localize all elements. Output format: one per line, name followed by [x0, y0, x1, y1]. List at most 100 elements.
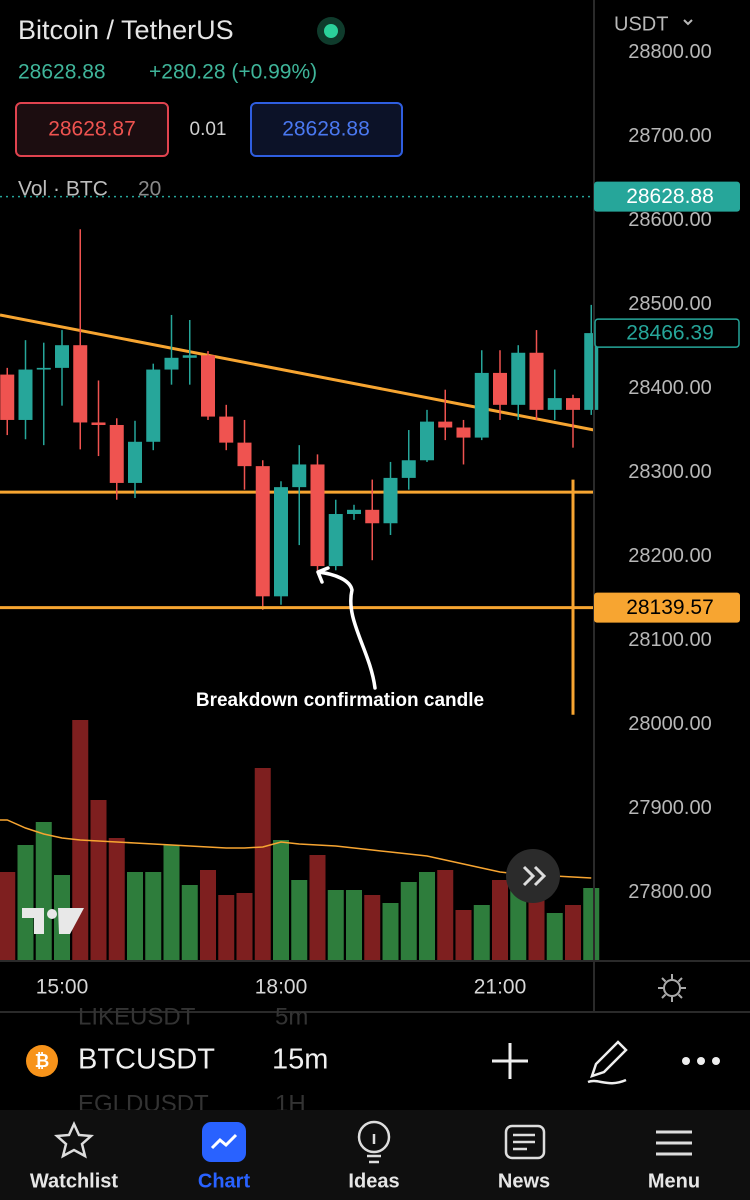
- settings-gear[interactable]: [658, 974, 686, 1002]
- volume-bar: [236, 893, 253, 960]
- menu-icon[interactable]: [656, 1130, 692, 1156]
- draw-button[interactable]: [587, 1040, 628, 1085]
- symbol[interactable]: BTCUSDT: [78, 1044, 215, 1076]
- candle-body: [91, 422, 106, 425]
- y-tick-label: 27900.00: [628, 797, 711, 819]
- volume-bar: [510, 887, 527, 960]
- candle-body: [383, 477, 398, 524]
- tv-logo: [22, 908, 84, 934]
- candle-body: [237, 442, 252, 467]
- candle-body: [547, 398, 562, 410]
- candle-body: [511, 352, 526, 405]
- volume-bar: [473, 905, 490, 960]
- interval[interactable]: 15m: [272, 1044, 328, 1076]
- y-tick-label: 28600.00: [628, 209, 711, 231]
- annotation: Breakdown confirmation candle: [196, 690, 484, 711]
- add-button[interactable]: [492, 1043, 528, 1079]
- status-dot: [324, 24, 338, 38]
- tab-label[interactable]: Menu: [648, 1170, 700, 1192]
- volume-bar: [382, 903, 399, 960]
- candle-body: [18, 369, 33, 420]
- ideas-icon[interactable]: [357, 1120, 391, 1154]
- currency-selector[interactable]: USDT: [614, 13, 668, 35]
- volume-bar: [346, 890, 362, 960]
- ghost-interval: 5m: [275, 1003, 308, 1030]
- candle-body: [201, 355, 215, 417]
- btc-glyph: ₿: [35, 1051, 50, 1071]
- candle-body: [420, 421, 434, 461]
- spread: 0.01: [190, 119, 227, 140]
- watchlist-icon[interactable]: [53, 1120, 95, 1159]
- x-tick-label: 21:00: [474, 976, 527, 999]
- scroll-icon[interactable]: [522, 865, 547, 887]
- volume-bar: [108, 838, 125, 960]
- price-tag-label: 28139.57: [626, 596, 714, 619]
- volume-bar: [127, 872, 143, 960]
- volume-bar: [254, 768, 271, 960]
- buy-button[interactable]: [250, 102, 403, 157]
- price-tag: [594, 318, 740, 348]
- tab-label[interactable]: Chart: [198, 1170, 251, 1192]
- chart-icon-line[interactable]: [210, 1133, 238, 1150]
- more-button[interactable]: [682, 1057, 720, 1065]
- candle-body: [164, 357, 179, 370]
- volume-bar: [565, 905, 581, 960]
- candle-body: [292, 464, 307, 488]
- candle-body: [347, 509, 361, 515]
- candle-body: [474, 372, 489, 438]
- btc-icon: [26, 1045, 58, 1077]
- volume-bar: [327, 890, 344, 960]
- candle-body: [310, 464, 325, 567]
- ghost-symbol: LIKEUSDT: [78, 1003, 196, 1030]
- volume-bar: [218, 895, 235, 960]
- volume-bar: [400, 882, 417, 960]
- tab-label[interactable]: Watchlist: [30, 1170, 118, 1192]
- candle-body: [274, 487, 288, 597]
- x-tick-label: 18:00: [255, 976, 308, 999]
- ideas-icon-base[interactable]: [367, 1134, 381, 1164]
- sell-button[interactable]: [15, 102, 169, 157]
- candle-body: [109, 424, 124, 483]
- y-tick-label: 28300.00: [628, 461, 711, 483]
- currency-caret[interactable]: [683, 19, 693, 26]
- tab-label[interactable]: Ideas: [348, 1170, 399, 1192]
- indicator-length: 20: [138, 178, 161, 201]
- candle-body: [36, 367, 51, 370]
- y-tick-label: 28000.00: [628, 713, 711, 735]
- trendline: [0, 313, 595, 432]
- last-price: 28628.88: [18, 61, 106, 84]
- candle-body: [128, 441, 142, 483]
- y-tick-label: 28500.00: [628, 293, 711, 315]
- candle-body: [529, 352, 544, 410]
- volume-bar: [90, 800, 107, 960]
- price-tag-label: 28628.88: [626, 185, 714, 208]
- candle-body: [493, 372, 507, 405]
- price-tag-label: 28466.39: [626, 322, 714, 345]
- candle-body: [365, 509, 380, 524]
- buy-price[interactable]: 28628.88: [282, 118, 370, 141]
- candle-body: [182, 355, 197, 358]
- volume-bar: [419, 872, 435, 960]
- x-tick-label: 15:00: [36, 976, 89, 999]
- price-change: +280.28 (+0.99%): [149, 61, 317, 84]
- news-icon[interactable]: [504, 1124, 546, 1160]
- tab-label[interactable]: News: [498, 1170, 550, 1192]
- sell-price[interactable]: 28628.87: [48, 118, 136, 141]
- candle-body: [146, 369, 161, 442]
- candle-body: [255, 466, 270, 597]
- volume-bar: [200, 870, 216, 960]
- volume-bar: [437, 870, 454, 960]
- volume-bar: [17, 845, 34, 960]
- candle-body: [0, 374, 15, 420]
- volume-bar: [492, 880, 508, 960]
- volume-bar: [364, 895, 381, 960]
- annotation-arrow: [316, 566, 377, 690]
- news-icon-lines[interactable]: [513, 1133, 535, 1151]
- candle-body: [219, 416, 234, 443]
- volume-bar: [309, 855, 326, 960]
- volume-bar: [291, 880, 308, 960]
- y-tick-label: 28400.00: [628, 377, 711, 399]
- candle-body: [401, 460, 416, 478]
- y-tick-label: 28200.00: [628, 545, 711, 567]
